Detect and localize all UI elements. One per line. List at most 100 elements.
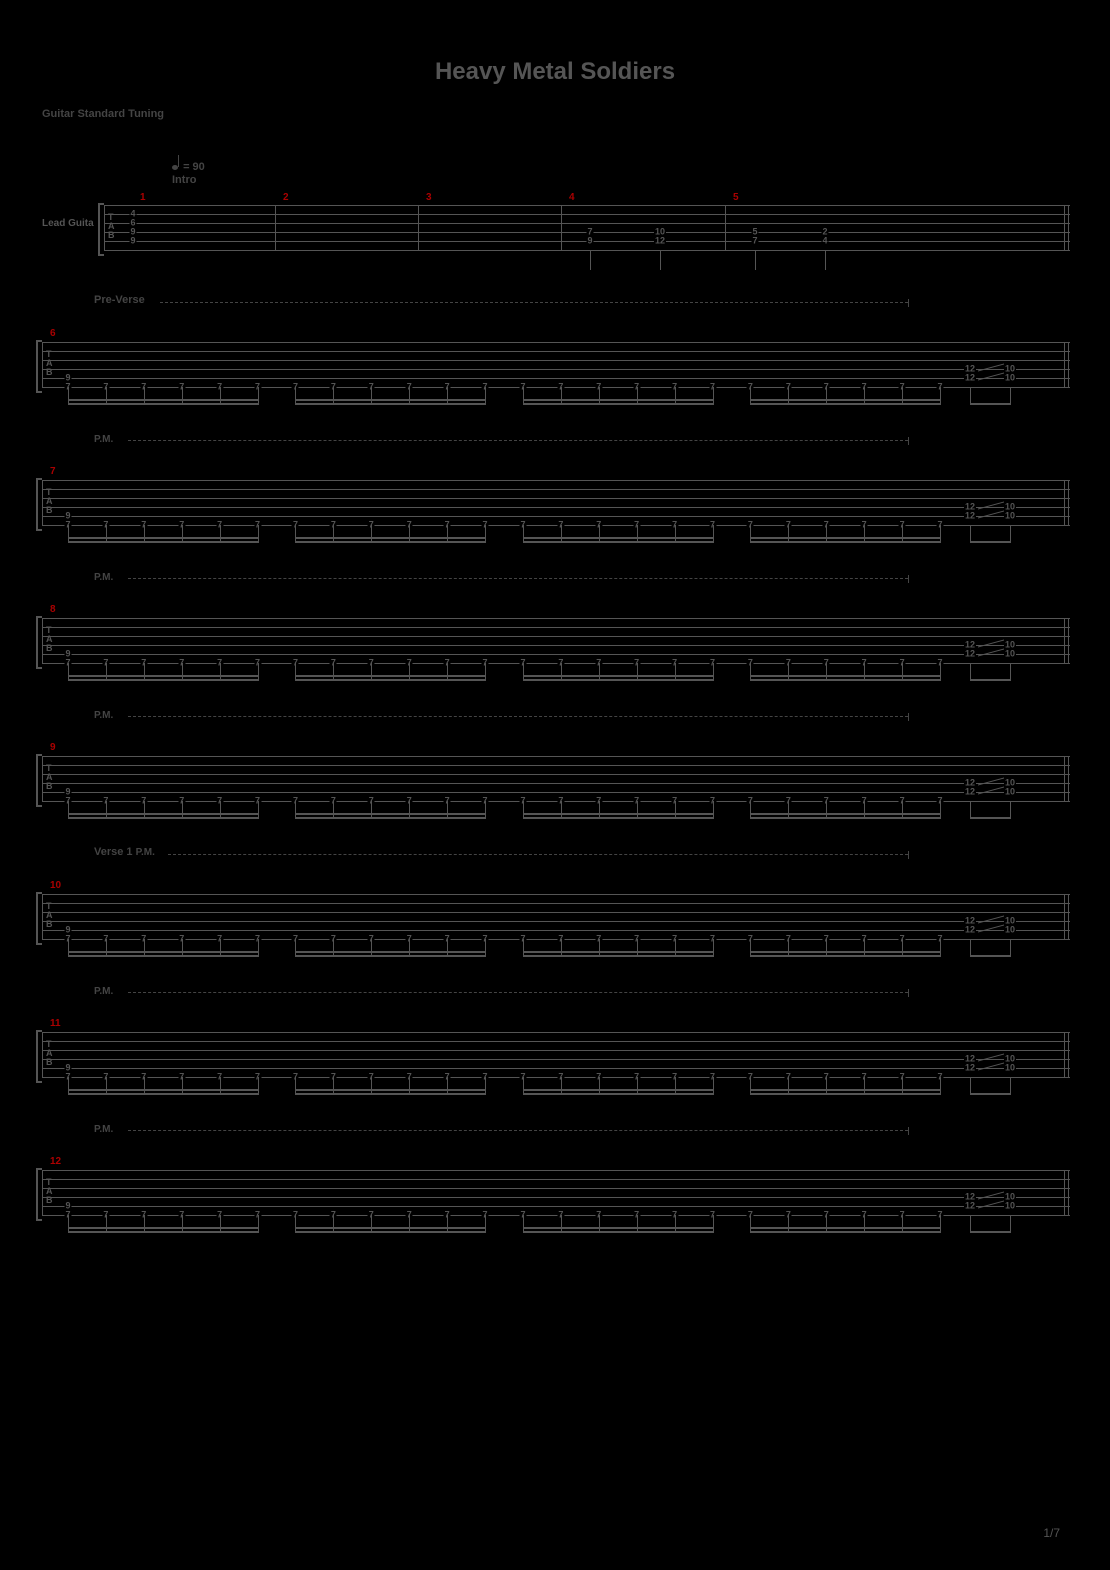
beam <box>295 1093 485 1095</box>
fret: 12 <box>964 788 976 797</box>
beam <box>750 951 940 953</box>
fret: 10 <box>1004 779 1016 788</box>
fret: 12 <box>964 1202 976 1211</box>
beam <box>750 537 940 539</box>
fret: 10 <box>1004 788 1016 797</box>
tab-clef: TAB <box>108 213 115 240</box>
beam <box>295 679 485 681</box>
fret: 12 <box>964 779 976 788</box>
barline <box>42 894 43 939</box>
beam <box>523 1089 713 1091</box>
pm-dashes <box>168 854 908 856</box>
section-label: Verse 1 P.M. <box>94 846 155 858</box>
fret: 12 <box>964 917 976 926</box>
beam <box>68 1089 258 1091</box>
pm-dashes <box>128 1130 908 1132</box>
beam <box>750 1227 940 1229</box>
barline <box>42 480 43 525</box>
section-label: Pre-Verse <box>94 294 145 306</box>
beam <box>750 679 940 681</box>
pm-dashes <box>160 302 908 304</box>
fret: 10 <box>1004 1193 1016 1202</box>
tab-clef: TAB <box>46 902 53 929</box>
beam <box>295 955 485 957</box>
beam <box>523 679 713 681</box>
pm-dashes <box>128 716 908 718</box>
fret: 10 <box>1004 650 1016 659</box>
beam <box>295 817 485 819</box>
bar-number: 8 <box>50 604 56 615</box>
beam <box>68 1227 258 1229</box>
barline <box>42 618 43 663</box>
beam <box>68 675 258 677</box>
bar-number: 11 <box>50 1018 61 1029</box>
beam <box>295 951 485 953</box>
pm-label: P.M. <box>94 986 113 997</box>
beam <box>68 541 258 543</box>
beam <box>970 1093 1010 1095</box>
beam <box>750 675 940 677</box>
beam <box>750 813 940 815</box>
fret: 12 <box>964 365 976 374</box>
beam <box>970 955 1010 957</box>
pm-label: P.M. <box>94 572 113 583</box>
beam <box>68 403 258 405</box>
fret: 10 <box>1004 512 1016 521</box>
fret: 10 <box>1004 917 1016 926</box>
double-barline <box>1064 205 1069 250</box>
beam <box>523 399 713 401</box>
beam <box>750 399 940 401</box>
fret: 12 <box>964 1064 976 1073</box>
beam <box>750 955 940 957</box>
beam <box>523 817 713 819</box>
beam <box>68 955 258 957</box>
fret: 4 <box>821 237 828 246</box>
bar-number: 4 <box>569 192 575 203</box>
tab-clef: TAB <box>46 350 53 377</box>
beam <box>523 955 713 957</box>
bar-number: 6 <box>50 328 56 339</box>
barline <box>42 342 43 387</box>
beam <box>295 399 485 401</box>
beam <box>68 817 258 819</box>
bar-number: 5 <box>733 192 739 203</box>
fret: 10 <box>1004 1202 1016 1211</box>
fret: 10 <box>1004 1064 1016 1073</box>
pm-label: P.M. <box>94 1124 113 1135</box>
barline <box>418 205 419 250</box>
beam <box>970 679 1010 681</box>
tab-clef: TAB <box>46 1178 53 1205</box>
tuning-label: Guitar Standard Tuning <box>42 108 164 120</box>
pm-dashes <box>128 578 908 580</box>
beam <box>523 1231 713 1233</box>
double-barline <box>1064 756 1069 801</box>
beam <box>523 403 713 405</box>
barline <box>725 205 726 250</box>
double-barline <box>1064 1170 1069 1215</box>
beam <box>523 813 713 815</box>
beam <box>970 1231 1010 1233</box>
page-number: 1/7 <box>1043 1526 1060 1540</box>
beam <box>523 951 713 953</box>
track-label: Lead Guita <box>42 218 94 229</box>
beam <box>750 403 940 405</box>
beam <box>68 679 258 681</box>
beam <box>295 1227 485 1229</box>
double-barline <box>1064 1032 1069 1077</box>
bar-number: 3 <box>426 192 432 203</box>
intro-section-label: Intro <box>172 174 205 186</box>
beam <box>750 1231 940 1233</box>
fret: 10 <box>1004 926 1016 935</box>
fret: 7 <box>751 237 758 246</box>
beam <box>523 1227 713 1229</box>
beam <box>523 675 713 677</box>
pm-dashes <box>128 440 908 442</box>
beam <box>970 541 1010 543</box>
bar-number: 7 <box>50 466 56 477</box>
barline <box>104 205 105 250</box>
barline <box>42 1170 43 1215</box>
pm-label: P.M. <box>94 710 113 721</box>
tab-clef: TAB <box>46 764 53 791</box>
fret: 12 <box>964 641 976 650</box>
beam <box>750 1093 940 1095</box>
